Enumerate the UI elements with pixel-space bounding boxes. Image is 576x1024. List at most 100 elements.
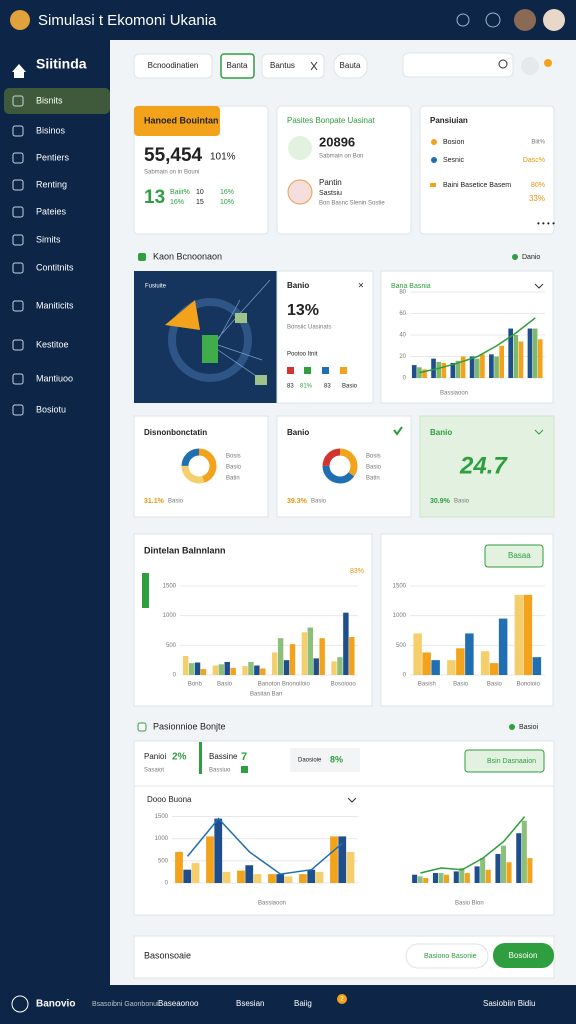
bar (315, 871, 324, 883)
chart-badge: 83% (350, 568, 364, 575)
bar (480, 354, 485, 378)
tab-label[interactable]: Bcnoodinatien (148, 61, 199, 70)
active-item[interactable] (4, 88, 110, 114)
more-dots[interactable]: • • • • (537, 219, 555, 228)
user-icon[interactable] (521, 57, 539, 75)
nav-item[interactable]: Bosiotu (36, 404, 66, 414)
card-title: Hanoed Bouintan (144, 115, 219, 125)
nav-item[interactable]: Pentiers (36, 152, 70, 162)
button-label[interactable]: Basaa (508, 551, 531, 560)
tab[interactable] (220, 53, 255, 79)
bar (301, 632, 308, 675)
tab[interactable] (133, 53, 213, 79)
close-icon[interactable]: × (358, 281, 364, 292)
nav-item[interactable]: Kestitoe (36, 339, 69, 349)
nav-item[interactable]: Maniticits (36, 300, 74, 310)
line (186, 817, 343, 875)
button-label[interactable]: Bosoion (509, 951, 538, 960)
bar (242, 666, 248, 675)
card (276, 105, 412, 235)
map-graphic (217, 279, 271, 381)
bar (417, 876, 423, 883)
section-icon (137, 722, 147, 732)
nav-icon (12, 404, 24, 416)
notification-dot (544, 59, 552, 67)
badge (337, 994, 347, 1004)
bar (413, 633, 422, 675)
nav-item[interactable]: Bisnits (36, 95, 63, 105)
chevron[interactable] (347, 797, 357, 803)
bar (248, 661, 254, 675)
bar (527, 858, 533, 883)
tab[interactable] (333, 53, 368, 79)
badge-count: 2 (340, 997, 344, 1003)
tab[interactable] (261, 53, 325, 79)
logo (10, 10, 30, 30)
nav-item[interactable]: Bisinos (36, 125, 66, 135)
bar (423, 878, 429, 883)
nav-icon (12, 234, 24, 246)
swatch (340, 367, 347, 374)
card-sub: Pootoo Itnit (287, 352, 318, 358)
nav-item[interactable]: Simits (36, 234, 61, 244)
nav-item[interactable]: Bsesian (236, 999, 264, 1008)
bottom-bar (0, 985, 576, 1024)
card-footer: 31.1% (144, 498, 165, 505)
button-label[interactable]: Basiono Basonie (424, 953, 477, 960)
y-tick-label: 80 (399, 290, 406, 296)
bar (299, 874, 307, 883)
bar (330, 836, 338, 883)
line (420, 816, 526, 874)
bar (417, 367, 422, 378)
chevron[interactable] (534, 283, 544, 289)
bar (307, 627, 313, 675)
y-tick-label: 0 (165, 881, 169, 887)
avatar[interactable] (543, 9, 565, 31)
card-footer-note: Basio (311, 499, 327, 505)
tab-label[interactable]: Bantus (270, 61, 295, 70)
icon[interactable] (485, 12, 501, 28)
legend-text: Basio (342, 384, 358, 390)
y-tick-label: 1000 (163, 613, 177, 619)
bar (237, 870, 245, 883)
y-tick-label: 40 (399, 333, 406, 339)
bar (307, 869, 316, 883)
card-value: 20896 (319, 134, 355, 149)
bar (276, 874, 285, 883)
chart-caption: Bassiaoon (258, 901, 286, 907)
section-action[interactable]: Basioi (519, 724, 539, 731)
chart-title: Bana Basnia (391, 283, 431, 290)
button-label[interactable]: Bsin Dasnaaion (487, 758, 536, 765)
button[interactable] (464, 749, 545, 773)
bar (498, 618, 508, 675)
chart-card (133, 533, 373, 707)
close-icon[interactable] (310, 61, 318, 71)
button[interactable] (493, 943, 554, 968)
nav-item[interactable]: Contitnits (36, 262, 74, 272)
bar (444, 874, 450, 883)
nav-item[interactable]: Baseaonoo (158, 999, 199, 1008)
bar (465, 633, 474, 675)
nav-item[interactable]: Renting (36, 179, 67, 189)
legend-text: 83 (324, 384, 331, 390)
nav-item[interactable]: Baiig (294, 999, 312, 1008)
nav-item[interactable]: Pateies (36, 206, 67, 216)
button[interactable] (405, 943, 489, 969)
icon[interactable] (456, 13, 470, 27)
avatar[interactable] (514, 9, 536, 31)
stat-note: Bassiuo (209, 768, 231, 774)
nav-icon (12, 125, 24, 137)
home-icon (12, 64, 26, 78)
nav-item[interactable]: Mantiuoo (36, 373, 73, 383)
search-box[interactable] (402, 52, 514, 78)
section-action[interactable]: Danio (522, 254, 540, 261)
chevron[interactable] (534, 429, 544, 435)
button[interactable] (484, 544, 544, 568)
bar (485, 869, 491, 883)
bar (441, 362, 447, 378)
tab-label[interactable]: Bauta (340, 61, 361, 70)
bar (469, 356, 475, 378)
tab-label[interactable]: Banta (227, 61, 248, 70)
row-label: Bosion (443, 139, 465, 146)
bullet (431, 157, 437, 163)
